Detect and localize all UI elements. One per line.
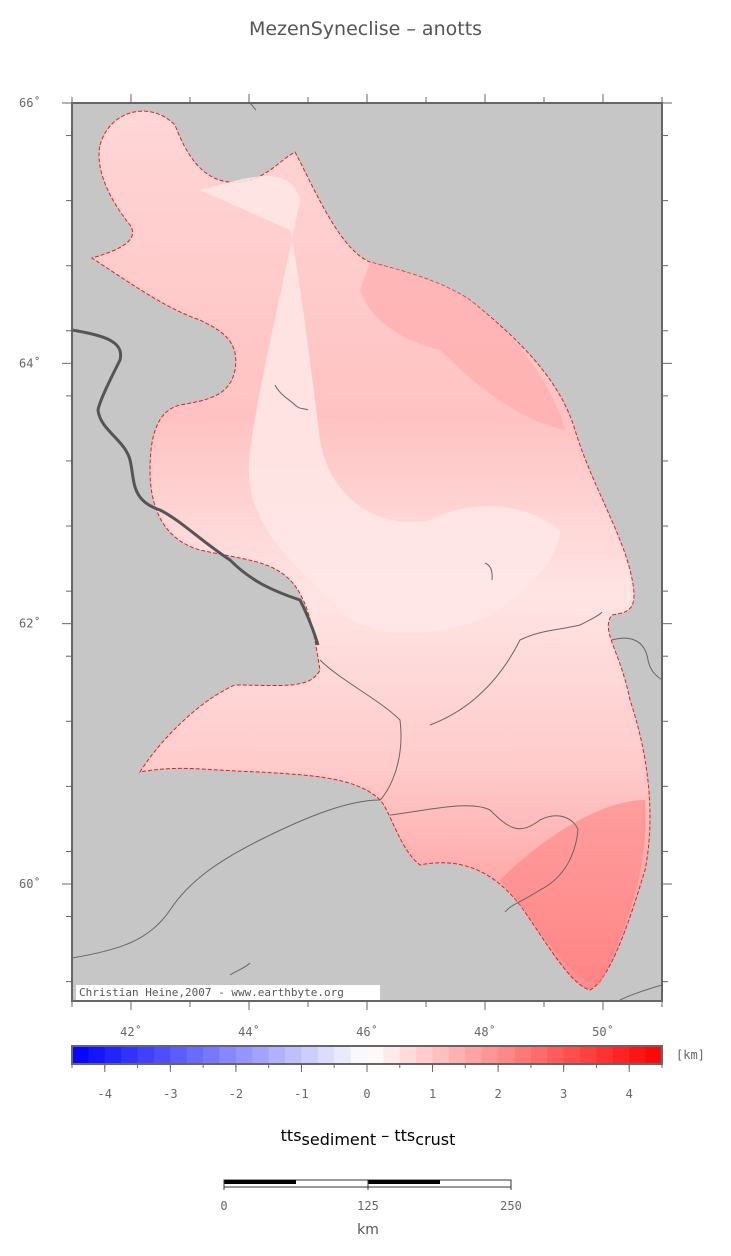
colorbar-swatch: [317, 1046, 335, 1064]
colorbar-tick-label: -4: [98, 1087, 112, 1101]
colorbar-label: ttssediment – ttscrust: [281, 1126, 456, 1149]
colorbar: -4 -3 -2 -1 0 1 2 3 4: [71, 1045, 663, 1101]
colorbar-tick-label: 4: [626, 1087, 633, 1101]
scale-tick-2: 250: [500, 1199, 522, 1213]
label-main-2: tts: [394, 1126, 415, 1145]
lon-tick-label: 44˚: [238, 1024, 260, 1039]
colorbar-swatch: [301, 1046, 319, 1064]
scale-unit: km: [357, 1222, 379, 1238]
colorbar-swatch: [596, 1046, 614, 1064]
colorbar-swatch: [498, 1046, 515, 1064]
river-major: [72, 328, 320, 646]
scale-tick-0: 0: [220, 1199, 227, 1213]
river-minor-5: [274, 384, 309, 411]
colorbar-swatch: [580, 1046, 597, 1064]
colorbar-swatch: [367, 1046, 384, 1064]
colorbar-swatch: [104, 1046, 122, 1064]
high-value-zone-south: [500, 800, 646, 985]
colorbar-swatch: [88, 1046, 106, 1064]
lat-tick-label: 62˚: [19, 616, 41, 631]
credit-box: [76, 985, 380, 1000]
colorbar-swatch: [448, 1046, 466, 1064]
colorbar-swatch: [121, 1046, 139, 1064]
colorbar-swatch: [645, 1046, 663, 1064]
colorbar-swatch: [629, 1046, 647, 1064]
lat-tick-label: 66˚: [19, 95, 41, 110]
river-minor-1: [72, 659, 402, 959]
colorbar-swatch: [350, 1046, 368, 1064]
colorbar-swatch: [235, 1046, 253, 1064]
colorbar-swatch: [153, 1046, 171, 1064]
colorbar-swatch: [219, 1046, 237, 1064]
colorbar-swatch: [432, 1046, 450, 1064]
credit-text: Christian Heine,2007 - www.earthbyte.org: [79, 986, 344, 999]
colorbar-swatch: [481, 1046, 499, 1064]
colorbar-swatch: [334, 1046, 352, 1064]
colorbar-swatch: [399, 1046, 417, 1064]
scale-bar: [223, 1179, 512, 1190]
colorbar-swatch: [285, 1046, 302, 1064]
colorbar-tick-label: -1: [294, 1087, 308, 1101]
river-minor-4: [611, 637, 662, 681]
colorbar-swatch: [514, 1046, 532, 1064]
label-main-1: tts: [281, 1126, 302, 1145]
colorbar-tick-label: 1: [429, 1087, 436, 1101]
colorbar-swatch: [268, 1046, 286, 1064]
colorbar-swatch: [530, 1046, 548, 1064]
colorbar-swatch: [72, 1046, 89, 1064]
colorbar-swatch: [547, 1046, 565, 1064]
colorbar-swatch: [563, 1046, 581, 1064]
colorbar-swatch: [203, 1046, 220, 1064]
map-title: MezenSyneclise – anotts: [248, 18, 483, 40]
river-minor-8: [229, 962, 251, 976]
lon-tick-label: 42˚: [120, 1024, 142, 1039]
lon-tick-label: 50˚: [592, 1024, 614, 1039]
colorbar-swatch: [137, 1046, 155, 1064]
label-sub-2: crust: [415, 1130, 455, 1149]
river-minor-3: [389, 805, 579, 913]
colorbar-swatch: [252, 1046, 270, 1064]
colorbar-tick-label: 2: [494, 1087, 501, 1101]
low-value-zone: [200, 176, 560, 634]
river-minor-2: [429, 611, 603, 726]
colorbar-unit: [km]: [676, 1048, 705, 1062]
colorbar-swatch: [186, 1046, 204, 1064]
colorbar-swatch: [383, 1046, 401, 1064]
scale-tick-1: 125: [357, 1199, 379, 1213]
label-sub-1: sediment: [302, 1130, 377, 1149]
colorbar-tick-label: -3: [163, 1087, 177, 1101]
lon-tick-label: 48˚: [474, 1024, 496, 1039]
lat-tick-label: 64˚: [19, 355, 41, 370]
lon-tick-label: 46˚: [356, 1024, 378, 1039]
latitude-ticks: 66˚ 64˚ 62˚ 60˚: [19, 95, 672, 983]
lat-tick-label: 60˚: [19, 876, 41, 891]
colorbar-swatch: [465, 1046, 483, 1064]
high-value-zone-north: [360, 262, 565, 430]
colorbar-swatch: [612, 1046, 630, 1064]
longitude-ticks: 42˚ 44˚ 46˚ 48˚ 50˚: [71, 94, 663, 1039]
colorbar-tick-label: 3: [560, 1087, 567, 1101]
river-minor-6: [484, 562, 493, 581]
colorbar-swatch: [170, 1046, 188, 1064]
colorbar-swatch: [416, 1046, 434, 1064]
river-minor-9: [619, 984, 662, 1001]
colorbar-tick-label: -2: [229, 1087, 243, 1101]
colorbar-tick-label: 0: [363, 1087, 370, 1101]
label-dash: –: [376, 1126, 394, 1145]
